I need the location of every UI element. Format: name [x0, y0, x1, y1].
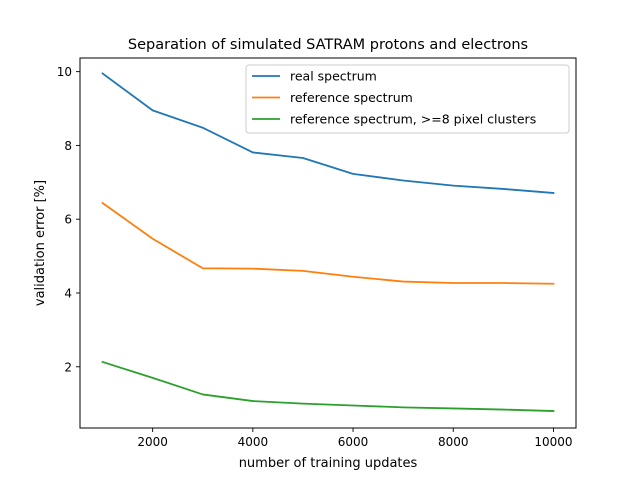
x-tick-label: 6000: [338, 435, 369, 449]
x-axis-label: number of training updates: [239, 456, 418, 471]
series-line-3: [101, 360, 555, 412]
chart-title: Separation of simulated SATRAM protons a…: [128, 37, 528, 53]
legend-label-2: reference spectrum: [290, 90, 413, 105]
x-tick-label: 4000: [238, 435, 269, 449]
x-tick-label: 2000: [137, 435, 168, 449]
plot-lines: [101, 72, 555, 412]
y-tick-label: 6: [64, 213, 72, 227]
legend-box: [245, 64, 570, 134]
legend: real spectrum reference spectrum reference…: [245, 64, 570, 134]
x-tick-label: 8000: [438, 435, 469, 449]
y-tick-label: 2: [64, 360, 72, 374]
axes-frame: [79, 57, 577, 429]
y-tick-label: 4: [64, 286, 72, 300]
legend-label-3: reference spectrum, >=8 pixel clusters: [290, 112, 536, 127]
series-line-1: [101, 72, 555, 194]
y-axis-label: validation error [%]: [33, 180, 48, 306]
x-axis-ticks: 2000 4000 6000 8000 10000: [137, 428, 573, 449]
x-tick-label: 10000: [534, 435, 572, 449]
y-axis-ticks: 2 4 6 8 10: [57, 65, 80, 374]
y-tick-label: 8: [64, 139, 72, 153]
series-line-2: [101, 201, 555, 285]
legend-label-1: real spectrum: [290, 69, 377, 84]
y-tick-label: 10: [57, 65, 72, 79]
